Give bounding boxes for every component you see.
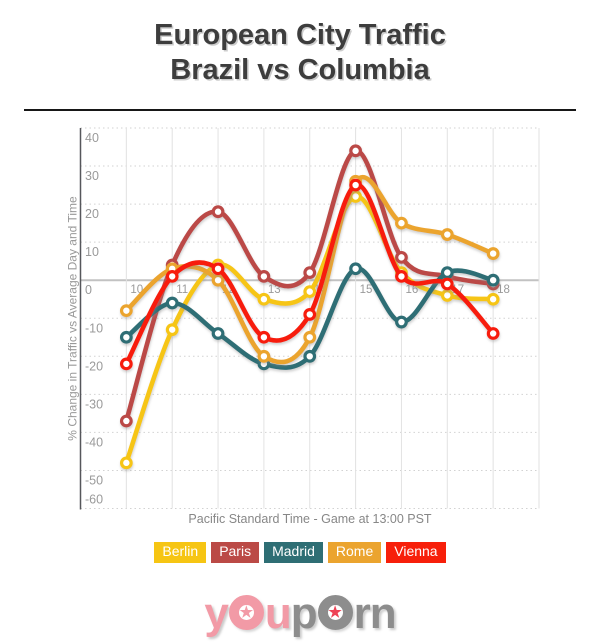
data-point-madrid-18[interactable] — [486, 273, 500, 287]
data-point-berlin-18[interactable] — [486, 292, 500, 306]
logo-star-icon: ★ — [328, 603, 342, 621]
logo-o-ring-icon: ★ — [228, 595, 264, 630]
data-point-berlin-10[interactable] — [119, 456, 133, 470]
y-tick-label--50: -50 — [85, 473, 103, 487]
data-point-berlin-14[interactable] — [303, 285, 317, 299]
y-tick-label--10: -10 — [85, 321, 103, 335]
data-point-madrid-12[interactable] — [211, 327, 225, 340]
x-tick-label-13: 13 — [268, 284, 281, 296]
data-point-paris-15[interactable] — [349, 144, 363, 158]
data-point-rome-12[interactable] — [211, 273, 225, 287]
x-tick-label-11: 11 — [176, 284, 188, 296]
data-point-madrid-10[interactable] — [119, 330, 133, 344]
data-point-berlin-11[interactable] — [165, 323, 179, 337]
logo-word: y ★ u — [204, 589, 292, 638]
data-point-vienna-10[interactable] — [119, 357, 133, 371]
title-line-1: European City Traffic — [154, 19, 446, 51]
data-point-vienna-15[interactable] — [349, 178, 363, 192]
data-point-madrid-14[interactable] — [303, 349, 317, 363]
data-point-paris-12[interactable] — [211, 205, 225, 219]
data-point-vienna-18[interactable] — [486, 327, 500, 340]
legend-item-paris: Paris — [211, 542, 260, 563]
data-point-paris-13[interactable] — [257, 269, 271, 283]
data-point-vienna-14[interactable] — [303, 308, 317, 321]
data-point-vienna-11[interactable] — [165, 269, 179, 283]
logo-star-icon: ★ — [239, 603, 254, 621]
y-tick-label-10: 10 — [85, 245, 99, 259]
y-tick-label-0: 0 — [85, 283, 92, 297]
data-point-rome-17[interactable] — [440, 228, 454, 241]
series-line-madrid — [124, 266, 496, 370]
data-point-berlin-15[interactable] — [349, 190, 363, 203]
y-tick-label-20: 20 — [85, 207, 99, 221]
data-point-rome-16[interactable] — [395, 216, 408, 230]
logo-letter: p — [290, 589, 318, 638]
series-vienna — [119, 178, 500, 371]
data-point-madrid-16[interactable] — [395, 315, 408, 329]
logo-letter: r — [353, 589, 371, 638]
series-line-vienna — [124, 182, 496, 367]
data-point-madrid-17[interactable] — [440, 266, 454, 279]
title-line-2: Brazil vs Columbia — [170, 54, 430, 86]
data-point-madrid-11[interactable] — [165, 296, 179, 310]
logo-letter: y — [204, 589, 229, 638]
legend-item-rome: Rome — [327, 542, 382, 563]
logo-word: p ★ rn — [290, 589, 397, 638]
y-tick-label--20: -20 — [85, 359, 103, 373]
data-point-vienna-16[interactable] — [395, 269, 408, 283]
legend-item-madrid: Madrid — [264, 542, 323, 563]
logo-o-ring-icon: ★ — [317, 595, 353, 630]
legend-item-vienna: Vienna — [386, 542, 446, 563]
legend-item-berlin: Berlin — [154, 542, 207, 563]
data-point-madrid-15[interactable] — [349, 262, 363, 276]
y-tick-label-40: 40 — [85, 131, 99, 145]
x-axis-caption: Pacific Standard Time - Game at 13:00 PS… — [188, 512, 432, 526]
chart-legend: Berlin Paris Madrid Rome Vienna — [0, 542, 600, 563]
logo-letter: n — [369, 589, 397, 638]
data-point-rome-18[interactable] — [486, 247, 500, 260]
data-point-rome-10[interactable] — [119, 304, 133, 318]
series-madrid — [119, 262, 500, 371]
data-point-vienna-17[interactable] — [440, 277, 454, 291]
y-tick-label--30: -30 — [85, 397, 103, 411]
title-separator — [24, 109, 576, 111]
data-point-berlin-13[interactable] — [257, 292, 271, 306]
data-point-berlin-17[interactable] — [440, 289, 454, 302]
data-point-rome-13[interactable] — [257, 349, 271, 363]
x-tick-label-18: 18 — [497, 284, 510, 296]
data-point-paris-16[interactable] — [395, 250, 408, 264]
data-point-paris-14[interactable] — [303, 266, 317, 279]
logo-letter: u — [264, 589, 292, 638]
x-tick-label-16: 16 — [405, 284, 418, 296]
data-point-rome-14[interactable] — [303, 330, 317, 344]
y-tick-label--40: -40 — [85, 435, 103, 449]
y-tick-label--60: -60 — [85, 493, 103, 507]
y-axis-title: % Change in Traffic vs Average Day and T… — [65, 196, 80, 441]
data-point-paris-10[interactable] — [119, 414, 133, 428]
data-point-vienna-13[interactable] — [257, 330, 271, 344]
page-title: European City Traffic Brazil vs Columbia — [0, 18, 600, 88]
y-tick-label-30: 30 — [85, 169, 99, 183]
data-point-vienna-12[interactable] — [211, 262, 225, 276]
brand-logo: y ★ up ★ rn — [0, 589, 600, 639]
x-tick-label-15: 15 — [360, 284, 373, 296]
